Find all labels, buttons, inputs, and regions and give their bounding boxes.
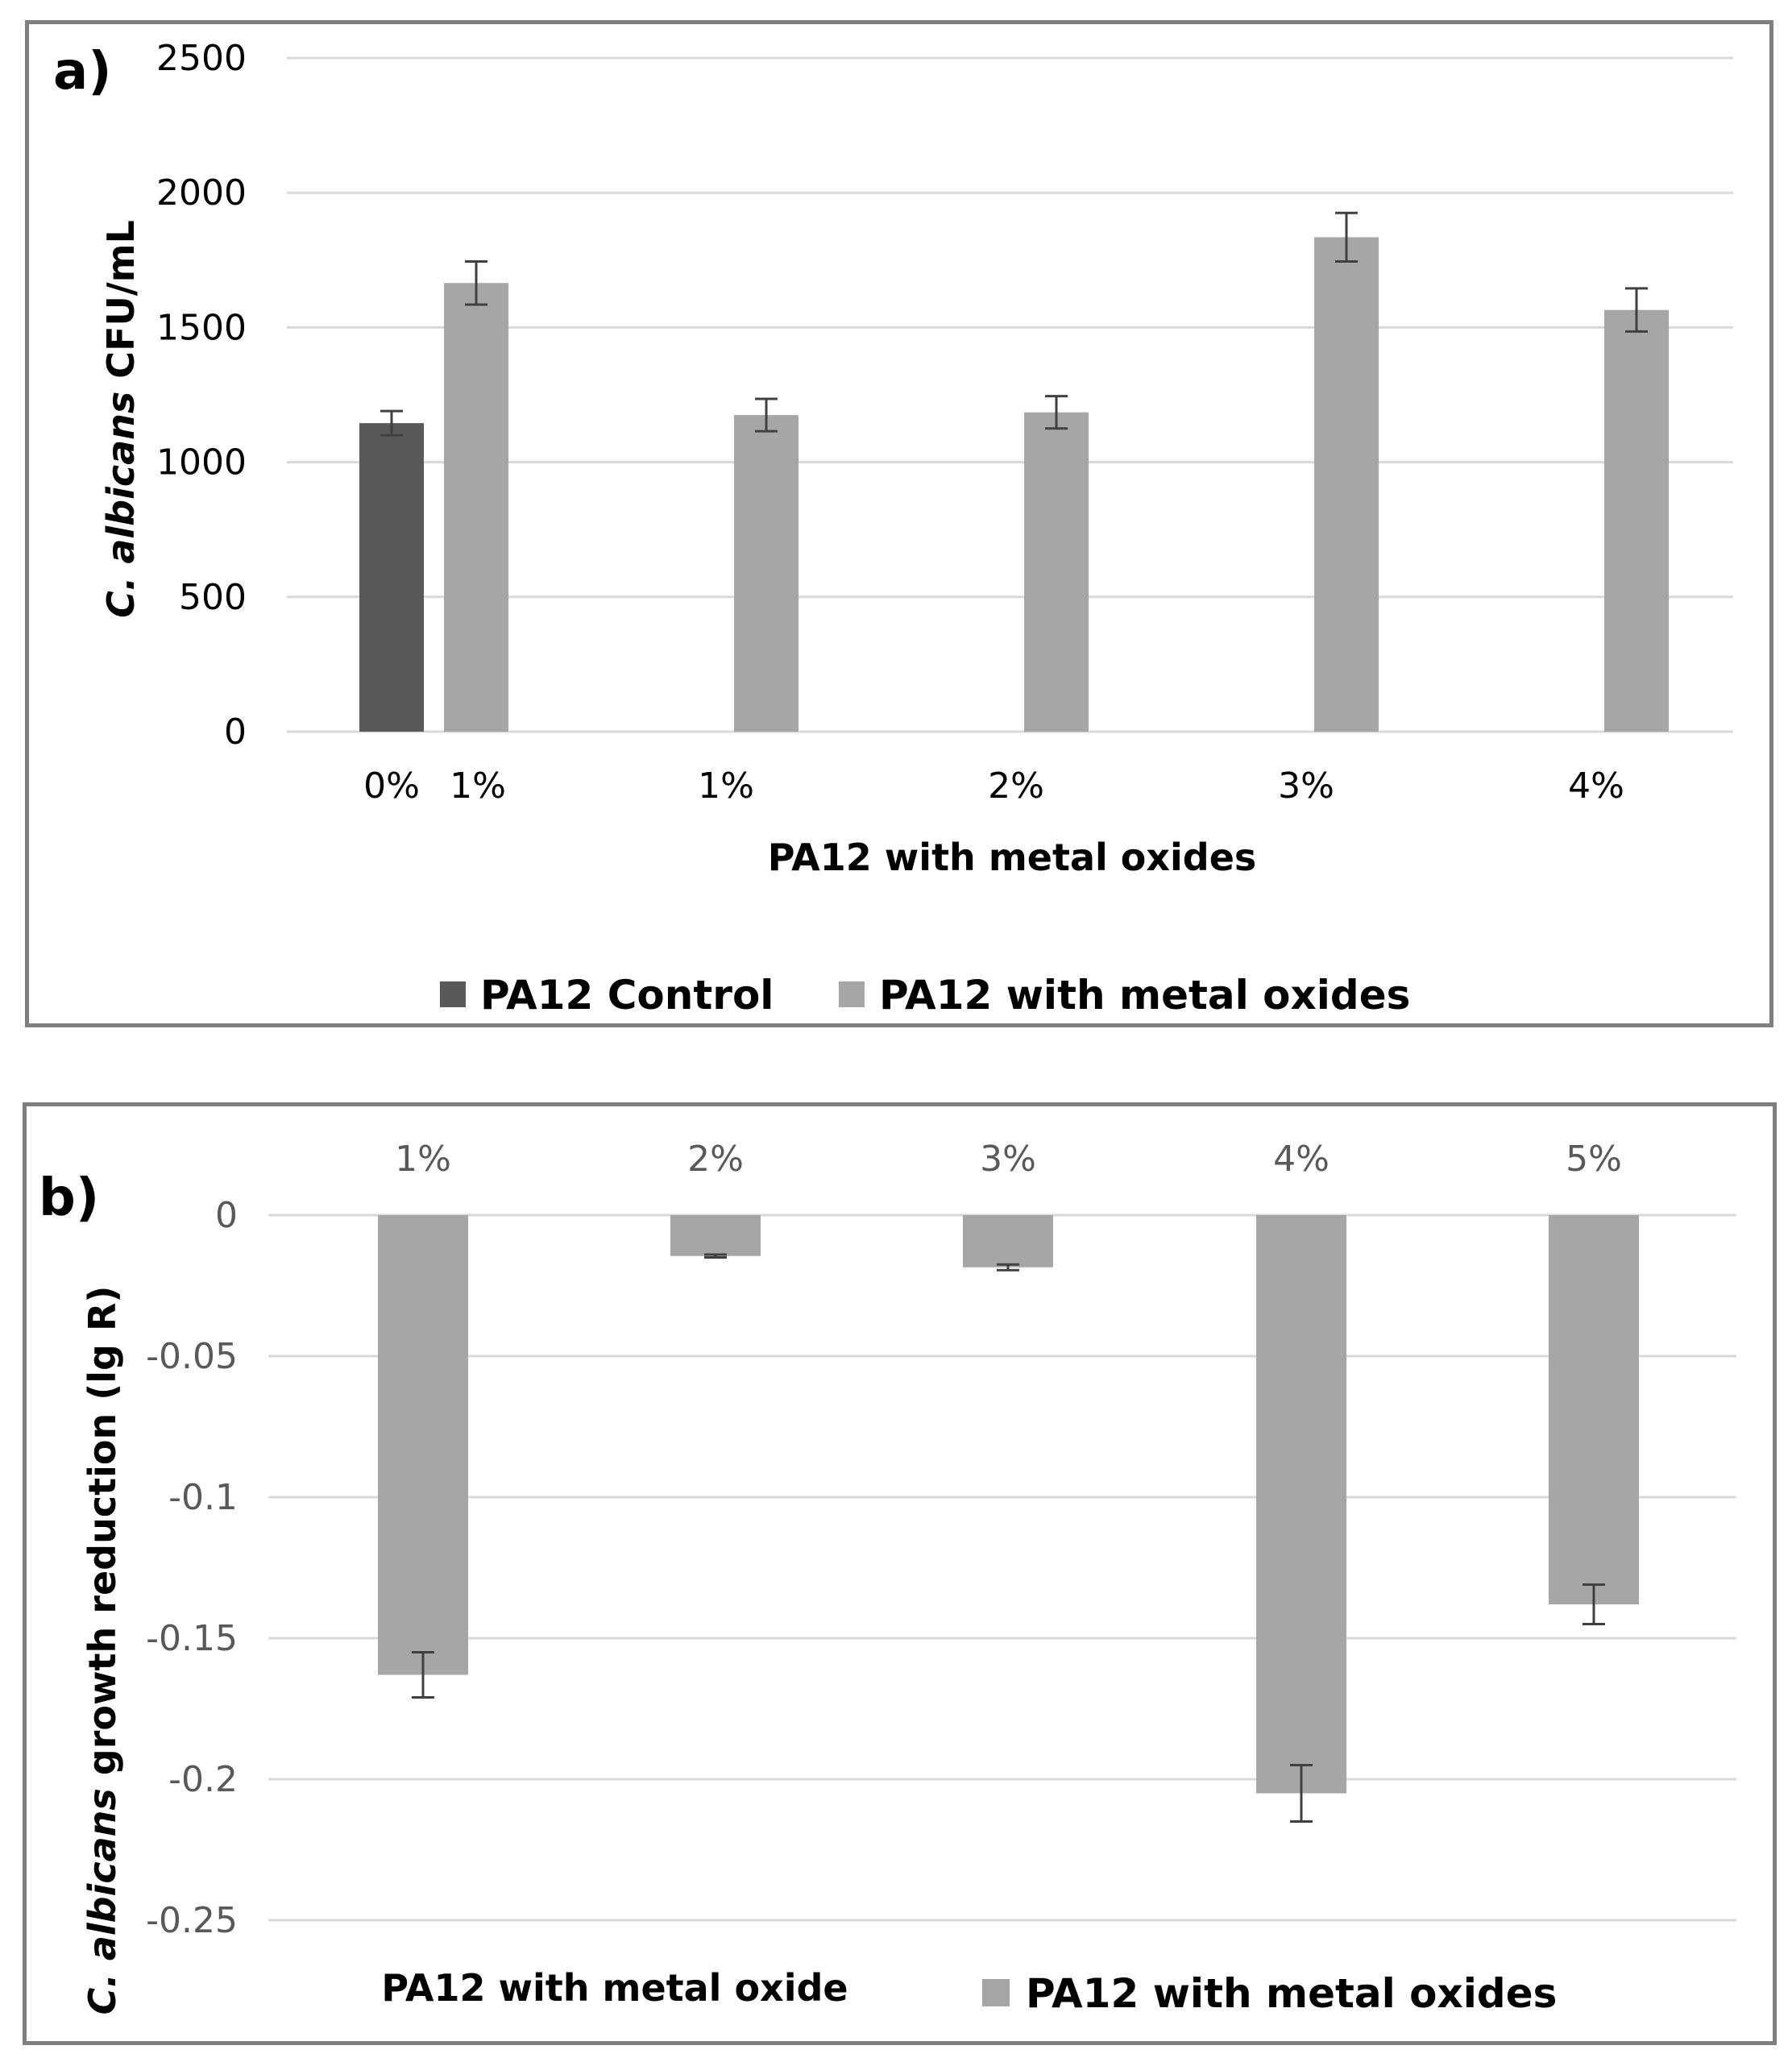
y-tick-label-a-0: 0 — [224, 712, 247, 753]
bar-a-1-2 — [734, 415, 799, 732]
legend-label-b-0: PA12 with metal oxides — [1026, 1970, 1557, 2017]
chart-panel-a: a) 0 500 1000 1500 2000 2500 0% 1% 1% 2% 3% 4% PA12 w… — [25, 20, 1773, 1027]
bar-a-1-4 — [1314, 237, 1379, 732]
y-axis-title-b-rest: growth reduction (lg R) — [81, 1286, 124, 1789]
x-tick-label-a-3: 2% — [988, 766, 1044, 807]
bar-b-0 — [378, 1215, 468, 1675]
bar-a-1-5 — [1604, 309, 1669, 732]
y-tick-label-b-0: 0 — [215, 1195, 238, 1236]
legend-swatch-b-0 — [982, 1979, 1010, 2006]
bar-b-2 — [963, 1215, 1053, 1268]
x-tick-label-a-4: 3% — [1278, 766, 1334, 807]
bar-a-1-3 — [1024, 412, 1089, 732]
x-axis-title-a: PA12 with metal oxides — [768, 836, 1257, 879]
y-tick-label-a-4: 2000 — [156, 172, 247, 214]
bar-b-4 — [1549, 1215, 1639, 1604]
x-tick-label-a-5: 4% — [1568, 766, 1624, 807]
legend-swatch-a-0 — [440, 981, 466, 1007]
legend-label-a-1: PA12 with metal oxides — [879, 972, 1410, 1019]
chart-panel-b: b) 0 -0.05 -0.1 -0.15 -0.2 -0.25 1% 2% 3% 4% 5% PA12… — [23, 1102, 1777, 2045]
y-tick-label-a-1: 500 — [179, 577, 247, 618]
chart-b-svg: b) 0 -0.05 -0.1 -0.15 -0.2 -0.25 1% 2% 3% 4% 5% PA12… — [39, 1139, 1736, 2017]
bar-a-1-1 — [444, 283, 508, 732]
x-tick-label-a-1: 1% — [450, 766, 506, 807]
x-tick-label-b-2: 3% — [980, 1139, 1036, 1180]
legend-label-a-0: PA12 Control — [480, 972, 774, 1019]
y-tick-label-b-4: -0.2 — [168, 1759, 238, 1800]
y-tick-label-b-3: -0.15 — [146, 1618, 238, 1659]
y-axis-title-b-italic: C. albicans — [81, 1788, 124, 2014]
x-axis-title-b: PA12 with metal oxide — [381, 1966, 848, 2010]
bar-b-3 — [1256, 1215, 1346, 1794]
y-axis-title-a-rest: CFU/mL — [99, 220, 143, 392]
x-tick-label-a-2: 1% — [698, 766, 754, 807]
legend-swatch-a-1 — [839, 981, 865, 1007]
y-tick-label-b-5: -0.25 — [146, 1900, 238, 1941]
chart-a-svg: a) 0 500 1000 1500 2000 2500 0% 1% 1% 2% 3% 4% PA12 w… — [53, 38, 1733, 1019]
y-axis-title-a: C. albicans CFU/mL — [99, 220, 143, 618]
x-tick-label-b-4: 5% — [1566, 1139, 1622, 1180]
x-tick-label-b-3: 4% — [1273, 1139, 1329, 1180]
x-tick-label-a-0: 0% — [363, 766, 420, 807]
y-tick-label-a-2: 1000 — [156, 442, 247, 483]
y-tick-label-b-1: -0.05 — [146, 1336, 238, 1377]
y-tick-label-a-5: 2500 — [156, 38, 247, 79]
panel-label-b: b) — [39, 1168, 99, 1228]
bar-a-0-0 — [359, 423, 424, 732]
x-tick-label-b-1: 2% — [687, 1139, 744, 1180]
y-tick-label-a-3: 1500 — [156, 307, 247, 348]
x-tick-label-b-0: 1% — [395, 1139, 451, 1180]
bar-b-1 — [670, 1215, 761, 1256]
y-axis-title-b: C. albicans growth reduction (lg R) — [81, 1286, 124, 2015]
panel-label-a: a) — [53, 42, 111, 102]
y-tick-label-b-2: -0.1 — [168, 1477, 238, 1518]
y-axis-title-a-italic: C. albicans — [99, 392, 143, 618]
